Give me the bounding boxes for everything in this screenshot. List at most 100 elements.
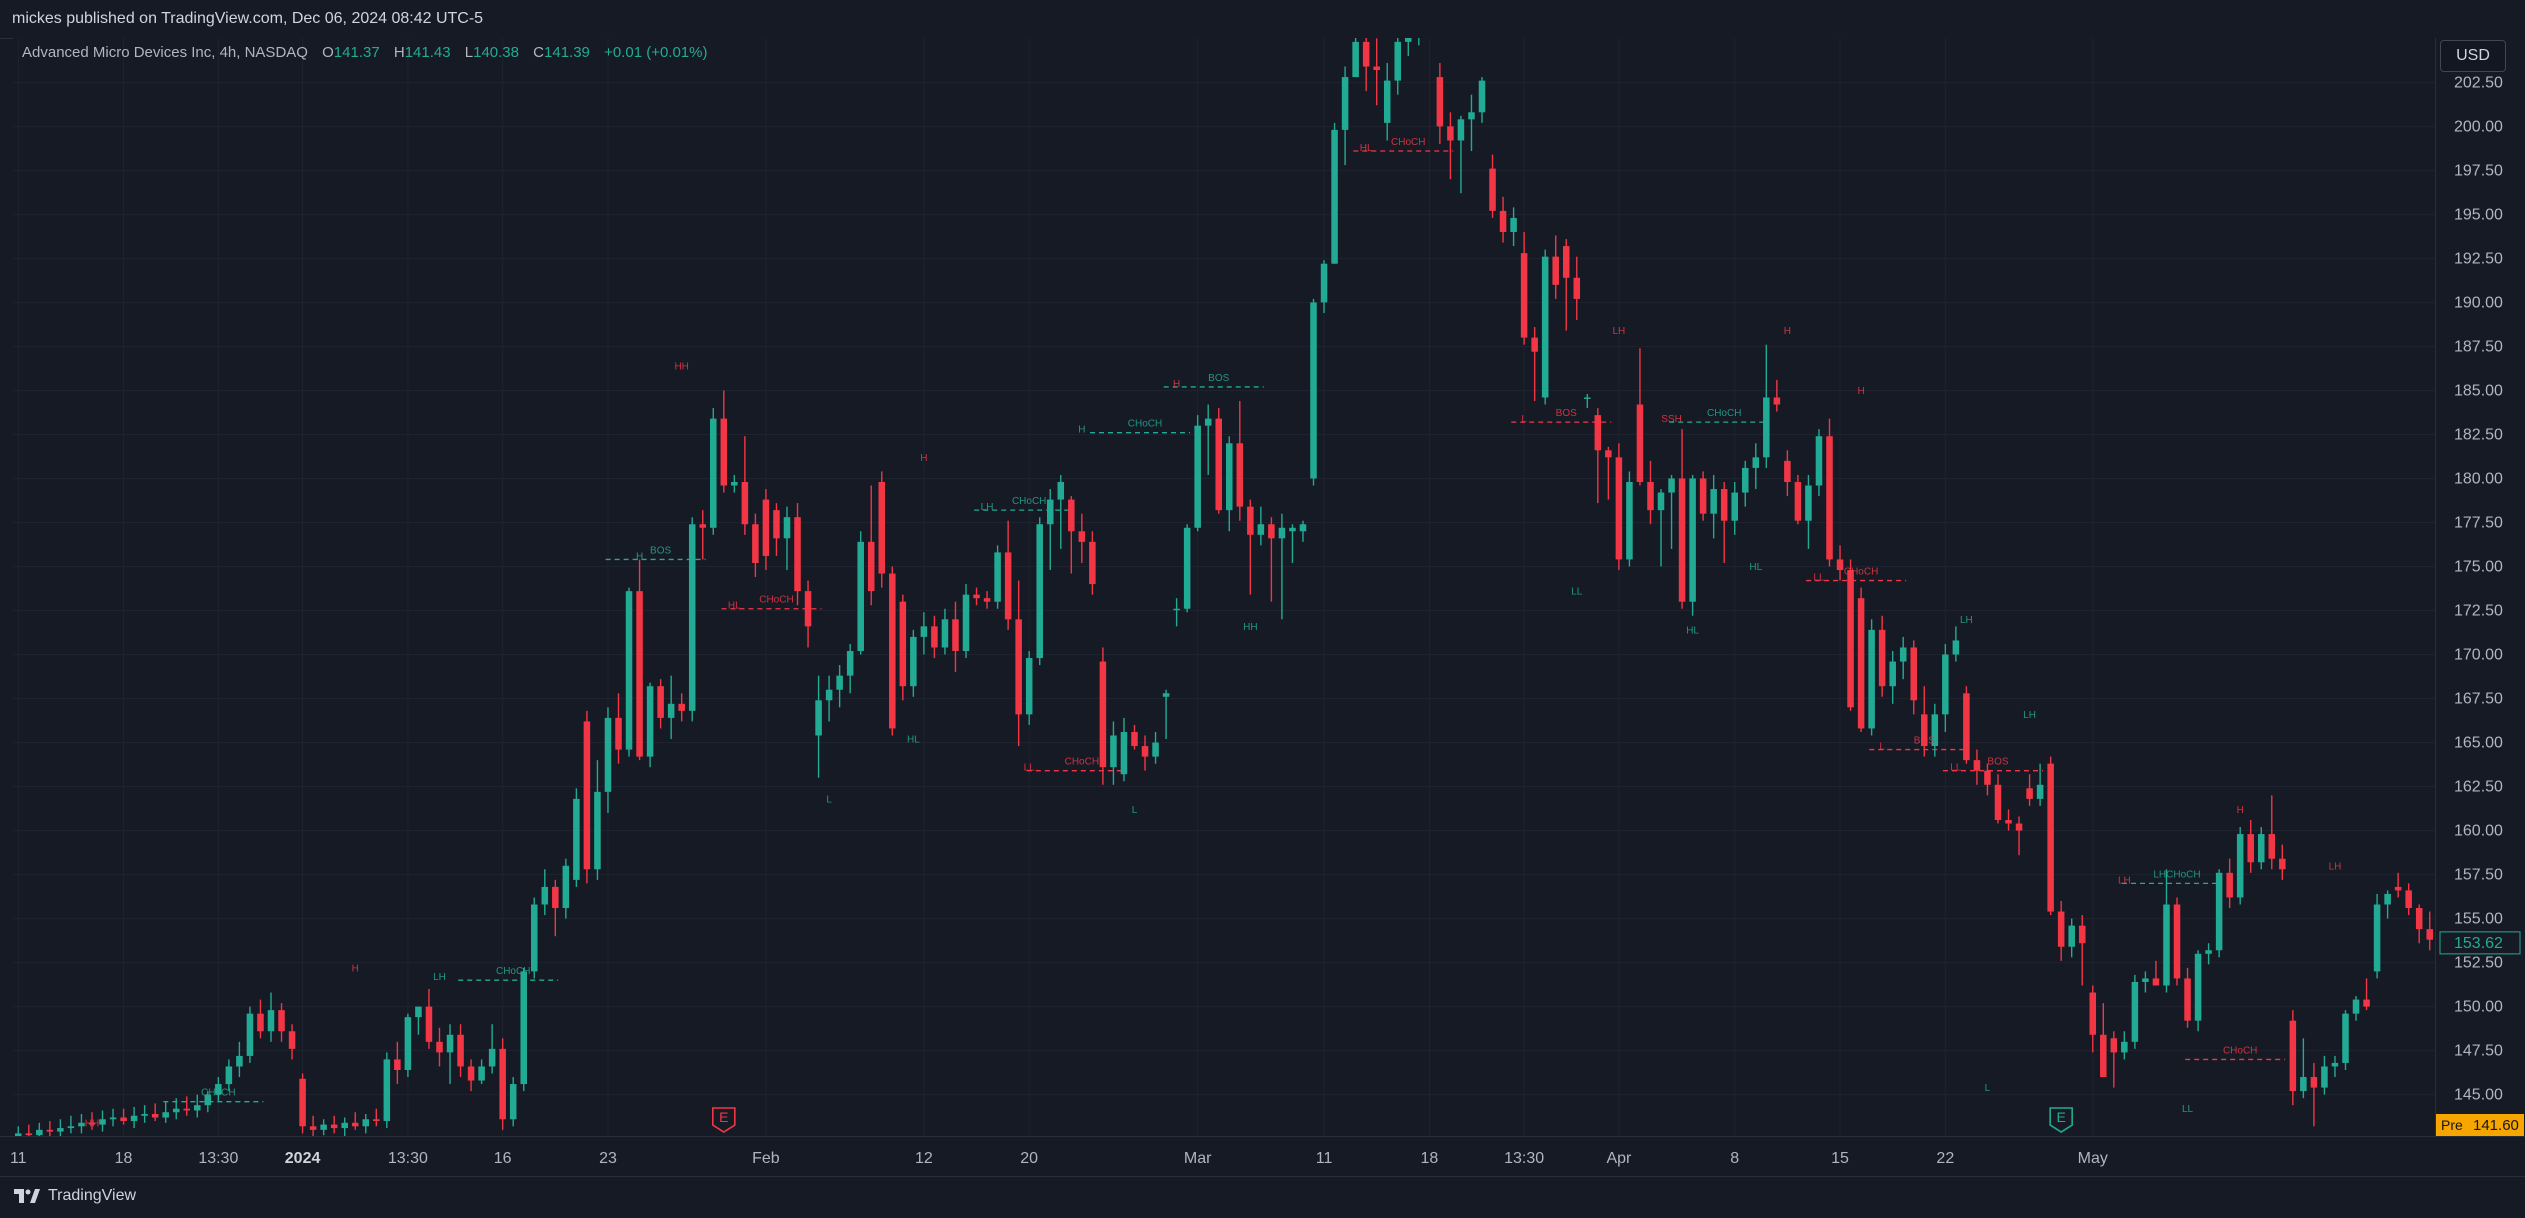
candle-body xyxy=(446,1034,454,1053)
candle xyxy=(1763,344,1770,468)
candle-body xyxy=(2089,992,2097,1035)
candle xyxy=(520,967,527,1092)
tradingview-brand[interactable]: TradingView xyxy=(14,1187,136,1205)
candle xyxy=(1541,249,1549,405)
candle xyxy=(562,858,570,919)
candle xyxy=(1436,62,1444,144)
candle xyxy=(773,503,780,556)
candle xyxy=(362,1113,370,1134)
candle-body xyxy=(2426,929,2433,940)
candle-body xyxy=(1268,524,1275,539)
open-label: O xyxy=(322,44,334,61)
candle-body xyxy=(99,1119,106,1125)
candle-body xyxy=(1805,485,1812,521)
time-axis[interactable]: 11 18 13:30 2024 13:30 16 23 Feb 12 20 Mar 11 18 13:3… xyxy=(0,1136,2525,1177)
structure-label: LHCHoCH xyxy=(2153,869,2200,880)
candle xyxy=(1584,393,1591,409)
candle-body xyxy=(1405,34,1412,42)
high-label: H xyxy=(393,44,405,61)
candle-body xyxy=(1036,524,1043,659)
candle xyxy=(1289,524,1296,563)
time-axis-ticks: 11 18 13:30 2024 13:30 16 23 Feb 12 20 Mar 11 18 13:3… xyxy=(10,1150,2108,1167)
chart-area[interactable]: HH CHoCH H LH CHoCH H BOS HH HL CHoCH H LH CHoCH H CHo… xyxy=(13,13,2435,1141)
candle-body xyxy=(994,552,1001,602)
candle-body xyxy=(1247,506,1254,535)
candle xyxy=(1226,436,1233,532)
candle xyxy=(1057,474,1065,549)
candle xyxy=(2415,904,2423,944)
candle xyxy=(752,513,759,578)
candle xyxy=(678,693,685,722)
candle-body xyxy=(804,591,812,627)
candle-body xyxy=(2226,872,2233,898)
candle xyxy=(573,788,580,887)
close-label: C xyxy=(533,44,545,61)
candle-body xyxy=(267,1010,275,1032)
price-tick: 175.00 xyxy=(2454,558,2503,575)
candle xyxy=(1089,531,1096,595)
symbol-name: Advanced Micro Devices Inc, 4h, NASDAQ xyxy=(22,44,308,61)
time-tick: 8 xyxy=(1730,1150,1739,1167)
candle xyxy=(2247,819,2254,873)
currency-button[interactable]: USD xyxy=(2440,40,2506,72)
candle-body xyxy=(1889,661,1896,687)
candle xyxy=(162,1101,169,1123)
candle xyxy=(1004,520,1012,630)
candle-body xyxy=(1868,629,1875,729)
candle xyxy=(2026,774,2033,806)
candle xyxy=(1689,474,1696,616)
candle xyxy=(320,1119,327,1136)
price-tick: 197.50 xyxy=(2454,162,2503,179)
structure-label: BOS xyxy=(1556,408,1577,419)
candle xyxy=(1868,619,1875,736)
candle-body xyxy=(1984,770,1991,785)
candle-body xyxy=(2394,886,2402,891)
candle xyxy=(2152,960,2160,986)
candle xyxy=(425,989,433,1049)
candle-body xyxy=(162,1112,169,1118)
candle xyxy=(1942,643,1949,732)
candle xyxy=(1594,408,1602,504)
candle-body xyxy=(478,1066,485,1081)
time-tick: Apr xyxy=(1606,1150,1632,1167)
time-tick: 13:30 xyxy=(198,1150,238,1167)
price-axis[interactable]: 145.00 147.50 150.00 152.50 155.00 157.50 160.… xyxy=(2435,38,2525,1136)
candlestick-chart[interactable]: HHCHoCHHLHCHoCHHBOSHHHLCHoCHHLHCHoCHHCHo… xyxy=(13,13,2435,1141)
candle-body xyxy=(1899,647,1907,662)
candle xyxy=(1647,460,1654,525)
candle xyxy=(257,999,264,1039)
candle xyxy=(1478,77,1486,123)
candle xyxy=(267,992,275,1042)
candle xyxy=(46,1121,54,1137)
candle-body xyxy=(225,1066,233,1085)
structure-label: LH xyxy=(981,502,994,513)
candle xyxy=(1099,647,1107,785)
candle xyxy=(2384,890,2391,919)
candle-body xyxy=(2026,788,2033,799)
candle-body xyxy=(741,481,749,525)
time-tick: Feb xyxy=(752,1150,780,1167)
candle xyxy=(194,1094,201,1118)
candle-body xyxy=(1720,489,1728,521)
candle-body xyxy=(2342,1013,2349,1063)
candle xyxy=(15,1126,22,1141)
candle-body xyxy=(762,499,770,556)
candle xyxy=(983,591,991,609)
candle-body xyxy=(2005,819,2012,824)
candle-body xyxy=(889,573,896,729)
candle-body xyxy=(15,1133,22,1137)
candle-body xyxy=(1162,693,1170,697)
candle-body xyxy=(1584,397,1591,399)
candle-body xyxy=(2331,1062,2339,1067)
candle-body xyxy=(688,524,696,711)
symbol-legend[interactable]: Advanced Micro Devices Inc, 4h, NASDAQ O… xyxy=(22,44,707,61)
candle-body xyxy=(1152,742,1159,757)
candle xyxy=(836,665,843,708)
candle xyxy=(2268,795,2276,870)
candle xyxy=(1668,474,1675,549)
candle xyxy=(1952,626,1960,662)
candle xyxy=(952,601,959,673)
candle xyxy=(804,580,812,648)
structure-label: SSH xyxy=(1661,414,1682,425)
candle-body xyxy=(1847,570,1854,708)
